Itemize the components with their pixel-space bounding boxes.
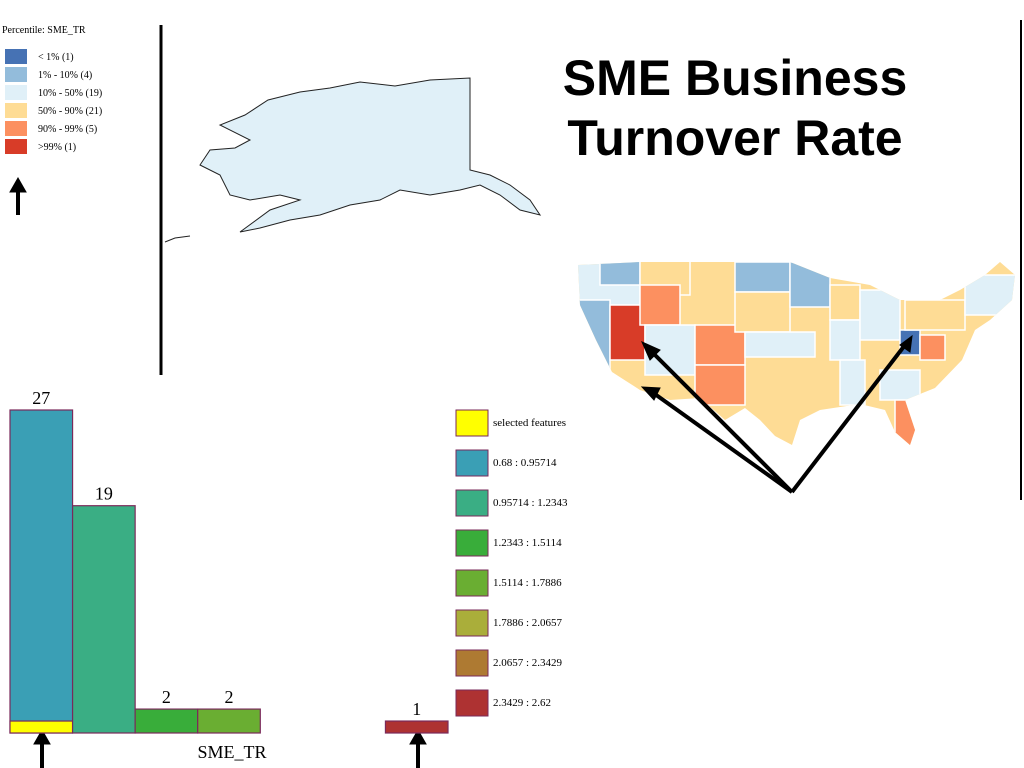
map-legend-swatch bbox=[5, 103, 27, 118]
bar-label: 2 bbox=[162, 687, 171, 707]
bar bbox=[384, 720, 449, 734]
bar bbox=[71, 505, 136, 734]
legend-label: 2.0657 : 2.3429 bbox=[493, 657, 563, 669]
legend-label: 2.3429 : 2.62 bbox=[493, 697, 551, 709]
legend-swatch bbox=[455, 489, 489, 517]
bar bbox=[9, 409, 74, 734]
legend-swatch bbox=[455, 569, 489, 597]
legend-swatch bbox=[455, 689, 489, 717]
us-map bbox=[578, 262, 1015, 445]
legend-label: 1.5114 : 1.7886 bbox=[493, 577, 562, 589]
map-legend-swatch bbox=[5, 49, 27, 64]
selected-bar bbox=[9, 720, 74, 734]
x-axis-label: SME_TR bbox=[197, 742, 266, 762]
legend-swatch bbox=[455, 529, 489, 557]
bar-label: 19 bbox=[95, 484, 113, 504]
map-legend-swatch bbox=[5, 139, 27, 154]
legend-swatch bbox=[455, 649, 489, 677]
legend-swatch bbox=[455, 409, 489, 437]
legend-label: 1.2343 : 1.5114 bbox=[493, 537, 562, 549]
slide-title: SME Business Turnover Rate bbox=[562, 50, 908, 166]
bar bbox=[197, 708, 261, 734]
bar bbox=[134, 708, 199, 734]
bar-label: 2 bbox=[225, 687, 234, 707]
map-legend-label: 90% - 99% (5) bbox=[38, 124, 97, 135]
map-legend-label: >99% (1) bbox=[38, 142, 76, 153]
arrows bbox=[9, 176, 913, 768]
legend-swatch bbox=[455, 609, 489, 637]
map-legend-title: Percentile: SME_TR bbox=[2, 25, 86, 36]
map-legend-label: 50% - 90% (21) bbox=[38, 106, 102, 117]
legend-label: 0.68 : 0.95714 bbox=[493, 457, 557, 469]
legend-label: selected features bbox=[493, 417, 566, 429]
map-legend-label: 1% - 10% (4) bbox=[38, 70, 92, 81]
legend-swatch bbox=[455, 449, 489, 477]
alaska-map bbox=[199, 77, 542, 233]
map-legend-label: < 1% (1) bbox=[38, 52, 74, 63]
map-legend-swatch bbox=[5, 121, 27, 136]
map-legend-swatch bbox=[5, 85, 27, 100]
bar-label: 1 bbox=[412, 699, 421, 719]
map-legend-label: 10% - 50% (19) bbox=[38, 88, 102, 99]
bar-label: 27 bbox=[32, 388, 50, 408]
legend-label: 0.95714 : 1.2343 bbox=[493, 497, 568, 509]
legend-label: 1.7886 : 2.0657 bbox=[493, 617, 563, 629]
map-legend-swatch bbox=[5, 67, 27, 82]
alaska-islands bbox=[164, 235, 191, 243]
